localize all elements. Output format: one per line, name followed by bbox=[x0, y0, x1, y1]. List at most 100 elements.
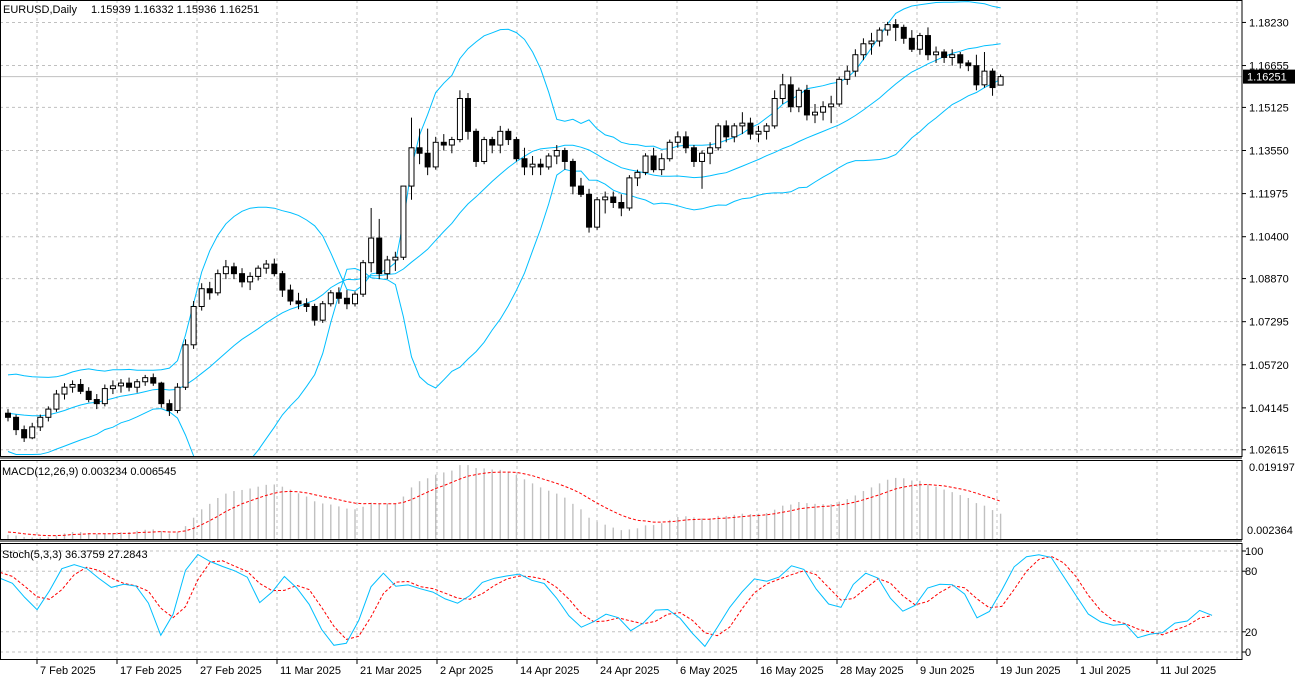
date-label: 17 Feb 2025 bbox=[120, 665, 182, 677]
candle-bear bbox=[279, 273, 286, 291]
panel-frame-1 bbox=[0, 460, 1243, 540]
price-label: 1.11975 bbox=[1249, 189, 1288, 201]
candle-bear bbox=[295, 300, 302, 305]
candle-bull bbox=[481, 139, 488, 162]
candle-bear bbox=[271, 263, 278, 275]
candle-bear bbox=[569, 160, 576, 187]
candle-bull bbox=[933, 51, 940, 56]
candle-bear bbox=[158, 382, 165, 405]
candle-bear bbox=[424, 152, 431, 168]
candle-bull bbox=[101, 388, 108, 405]
candle-bull bbox=[384, 259, 391, 275]
candle-bull bbox=[134, 381, 141, 388]
candle-bull bbox=[174, 386, 181, 411]
candle-bull bbox=[828, 103, 835, 108]
symbol-title: EURUSD,Daily bbox=[3, 4, 77, 16]
candle-bull bbox=[198, 288, 205, 307]
candle-bull bbox=[715, 125, 722, 149]
price-label: 1.15125 bbox=[1249, 102, 1289, 114]
candle-bull bbox=[255, 267, 262, 277]
panel-frame-0 bbox=[0, 0, 1243, 457]
macd-title: MACD(12,26,9) 0.003234 0.006545 bbox=[2, 466, 176, 478]
candle-bull bbox=[360, 262, 367, 295]
price-label: 1.08870 bbox=[1249, 274, 1289, 286]
stoch-main-line bbox=[0, 553, 1213, 648]
date-label: 28 May 2025 bbox=[840, 665, 904, 677]
candle-bull bbox=[763, 125, 770, 132]
price-label: 1.13550 bbox=[1249, 146, 1289, 158]
candle-bear bbox=[957, 54, 964, 64]
stoch-level-label: 80 bbox=[1245, 566, 1257, 578]
candle-bear bbox=[973, 65, 980, 86]
price-label: 1.04145 bbox=[1249, 403, 1289, 415]
candle-bear bbox=[586, 193, 593, 228]
stoch-level-label: 20 bbox=[1245, 627, 1257, 639]
candle-bull bbox=[392, 256, 399, 261]
candle-bull bbox=[553, 150, 560, 157]
candle-bear bbox=[489, 139, 496, 146]
macd-signal-line bbox=[7, 471, 1001, 537]
candle-bear bbox=[464, 98, 471, 132]
current-price-box bbox=[1243, 69, 1295, 84]
candle-bull bbox=[739, 122, 746, 127]
ohlc-values: 1.15939 1.16332 1.15936 1.16251 bbox=[91, 4, 259, 16]
bollinger-middle-line bbox=[7, 43, 1001, 417]
candle-bear bbox=[908, 37, 915, 50]
candle-bull bbox=[117, 382, 124, 387]
bollinger-upper-line bbox=[7, 1, 1001, 378]
current-price-marker: 1.16251 bbox=[1243, 69, 1295, 84]
stoch-level-label: 0 bbox=[1245, 647, 1251, 659]
candle-bear bbox=[537, 163, 544, 168]
candle-bull bbox=[642, 155, 649, 173]
candle-bull bbox=[634, 171, 641, 179]
candle-bull bbox=[836, 78, 843, 105]
candle-bear bbox=[682, 136, 689, 149]
candle-bull bbox=[37, 416, 44, 428]
candle-bear bbox=[206, 288, 213, 294]
price-label: 1.18230 bbox=[1249, 17, 1289, 29]
candle-bear bbox=[93, 399, 100, 405]
candle-bear bbox=[803, 89, 810, 116]
price-label: 1.05720 bbox=[1249, 360, 1289, 372]
candle-bull bbox=[408, 147, 415, 187]
bollinger-bands bbox=[7, 1, 1001, 457]
candle-bear bbox=[521, 158, 528, 168]
candle-bull bbox=[658, 158, 665, 171]
date-label: 6 May 2025 bbox=[680, 665, 737, 677]
date-label: 2 Apr 2025 bbox=[440, 665, 493, 677]
candle-bear bbox=[343, 297, 350, 305]
candle-bear bbox=[989, 70, 996, 89]
candle-bull bbox=[949, 54, 956, 58]
candle-bear bbox=[610, 196, 617, 204]
candle-bull bbox=[868, 40, 875, 45]
candle-bear bbox=[21, 429, 28, 439]
candle-bull bbox=[981, 70, 988, 86]
current-price-label: 1.16251 bbox=[1247, 72, 1287, 84]
candle-bear bbox=[965, 62, 972, 67]
candle-bear bbox=[561, 150, 568, 162]
candle-bear bbox=[13, 416, 20, 431]
candle-bull bbox=[142, 377, 149, 383]
candle-bull bbox=[731, 125, 738, 138]
panel-frames bbox=[0, 0, 1243, 660]
candle-bear bbox=[416, 147, 423, 154]
price-label: 1.07295 bbox=[1249, 317, 1289, 329]
candle-bull bbox=[666, 141, 673, 160]
date-label: 27 Feb 2025 bbox=[200, 665, 262, 677]
candle-bull bbox=[771, 98, 778, 127]
candle-bear bbox=[230, 266, 237, 275]
date-label: 21 Mar 2025 bbox=[360, 665, 422, 677]
candle-bull bbox=[674, 136, 681, 143]
candle-bear bbox=[723, 125, 730, 138]
date-label: 11 Mar 2025 bbox=[280, 665, 341, 677]
candle-bull bbox=[602, 196, 609, 201]
candle-bear bbox=[5, 412, 11, 418]
candle-bull bbox=[755, 130, 762, 135]
candle-bull bbox=[45, 408, 52, 418]
candle-bull bbox=[884, 24, 891, 31]
candle-bear bbox=[239, 273, 246, 283]
candle-bull bbox=[247, 275, 254, 283]
candle-bull bbox=[352, 293, 359, 305]
date-label: 9 Jun 2025 bbox=[920, 665, 974, 677]
candle-bull bbox=[545, 155, 552, 168]
